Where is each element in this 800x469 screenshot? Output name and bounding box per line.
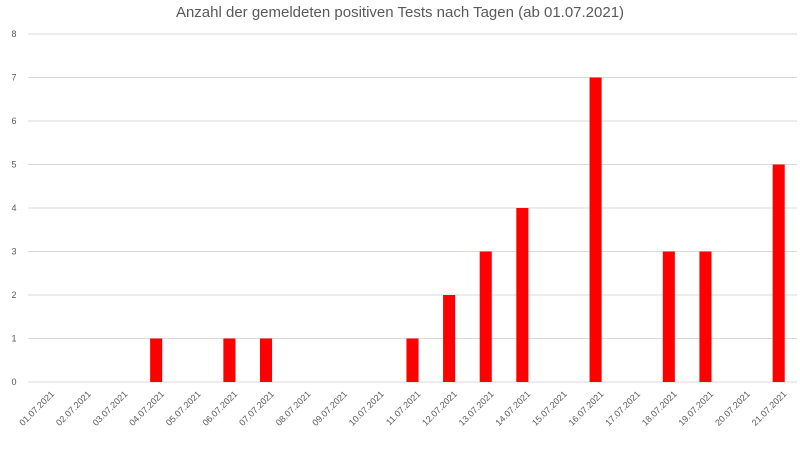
x-tick-label: 05.07.2021: [164, 389, 203, 428]
x-axis-ticks: 01.07.202102.07.202103.07.202104.07.2021…: [17, 389, 788, 428]
bar-06.07.2021: [223, 338, 236, 382]
y-tick-label: 3: [11, 247, 16, 257]
y-tick-label: 6: [11, 116, 16, 126]
x-tick-label: 02.07.2021: [54, 389, 93, 428]
x-tick-label: 10.07.2021: [347, 389, 386, 428]
gridlines: [28, 33, 797, 383]
x-tick-label: 06.07.2021: [200, 389, 239, 428]
x-tick-label: 03.07.2021: [91, 389, 130, 428]
bar-14.07.2021: [516, 208, 529, 382]
bar-21.07.2021: [772, 164, 785, 382]
x-tick-label: 16.07.2021: [567, 389, 606, 428]
y-axis-ticks: 0 1 2 3 4 5 6 7 8: [11, 29, 16, 387]
x-tick-label: 04.07.2021: [127, 389, 166, 428]
y-tick-label: 7: [11, 73, 16, 83]
x-tick-label: 11.07.2021: [384, 389, 422, 427]
y-tick-label: 0: [11, 377, 16, 387]
bar-16.07.2021: [589, 77, 602, 382]
x-tick-label: 14.07.2021: [493, 389, 532, 428]
y-tick-label: 5: [11, 160, 16, 170]
x-tick-label: 09.07.2021: [310, 389, 349, 428]
x-tick-label: 18.07.2021: [640, 389, 679, 428]
y-tick-label: 4: [11, 203, 16, 213]
x-tick-label: 12.07.2021: [420, 389, 459, 428]
bar-07.07.2021: [259, 338, 273, 382]
x-tick-label: 20.07.2021: [713, 389, 752, 428]
x-tick-label: 07.07.2021: [237, 389, 276, 428]
bar-13.07.2021: [479, 251, 492, 382]
x-tick-label: 01.07.2021: [17, 389, 56, 428]
bars: [150, 77, 785, 382]
x-tick-label: 13.07.2021: [457, 389, 496, 428]
y-tick-label: 2: [11, 290, 16, 300]
y-tick-label: 8: [11, 29, 16, 39]
bar-19.07.2021: [699, 251, 712, 382]
x-tick-label: 19.07.2021: [676, 389, 715, 428]
x-tick-label: 21.07.2021: [750, 389, 789, 428]
bar-18.07.2021: [662, 251, 675, 382]
chart-title: Anzahl der gemeldeten positiven Tests na…: [176, 4, 624, 21]
bar-12.07.2021: [443, 295, 456, 382]
x-tick-label: 08.07.2021: [274, 389, 313, 428]
bar-04.07.2021: [150, 338, 163, 382]
x-tick-label: 15.07.2021: [530, 389, 569, 428]
x-tick-label: 17.07.2021: [603, 389, 642, 428]
bar-11.07.2021: [406, 338, 419, 382]
y-tick-label: 1: [11, 334, 16, 344]
